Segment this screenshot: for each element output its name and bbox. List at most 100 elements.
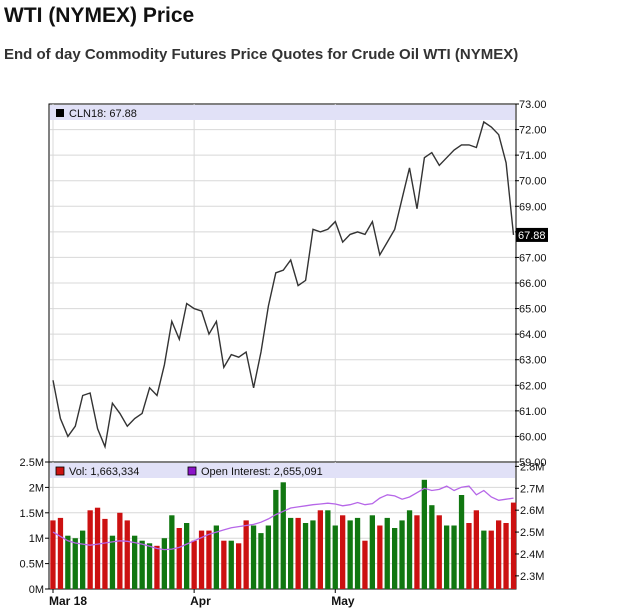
volume-bar [117, 512, 123, 589]
price-y-tick-label: 64.00 [519, 329, 547, 341]
price-panel: CLN18: 67.88 73.0072.0071.0070.0069.0068… [48, 99, 548, 469]
volume-bar [325, 510, 331, 589]
volume-bar [288, 517, 294, 589]
last-value-marker [516, 227, 548, 242]
volume-bar [50, 520, 56, 589]
price-y-tick-label: 69.00 [519, 201, 547, 213]
volume-bar [124, 520, 130, 589]
volume-bar [488, 530, 494, 589]
volume-bar [444, 525, 450, 589]
volume-y-axis-right: 2.8M 2.7M 2.6M 2.5M 2.4M 2.3M [515, 461, 544, 583]
volume-bar [414, 515, 420, 589]
volume-bar [191, 540, 197, 589]
volume-bar [161, 538, 167, 589]
volume-bar [466, 523, 472, 589]
volume-y-tick-label: 0M [29, 584, 44, 596]
price-grid [50, 104, 515, 462]
volume-y-tick-label: 1M [29, 533, 44, 545]
volume-bar [362, 540, 368, 589]
volume-bar [310, 520, 316, 589]
volume-bar [94, 507, 101, 589]
x-tick-label: May [331, 594, 355, 608]
volume-y-tick-label: 2.5M [20, 457, 44, 469]
volume-bar [458, 495, 465, 589]
volume-panel: Vol: 1,663,334 Open Interest: 2,655,091 … [20, 457, 545, 608]
volume-bar [236, 543, 242, 589]
volume-bar [384, 517, 390, 589]
vol-legend-swatch [55, 466, 65, 476]
volume-bar [154, 545, 160, 589]
volume-bar [392, 528, 398, 589]
oi-y-tick-label: 2.6M [520, 505, 544, 517]
volume-y-tick-label: 2M [29, 482, 44, 494]
volume-bar [421, 479, 427, 589]
volume-bar [340, 515, 346, 589]
price-legend-band [50, 105, 515, 120]
volume-bar [57, 517, 64, 589]
x-tick-label: Apr [190, 594, 211, 608]
volume-bar [221, 540, 227, 589]
x-axis: Mar 18 Apr May [49, 589, 355, 608]
price-y-tick-label: 65.00 [519, 304, 547, 316]
price-y-tick-label: 66.00 [519, 278, 547, 290]
volume-bar [258, 533, 264, 589]
volume-bar [87, 510, 93, 589]
price-y-tick-label: 61.00 [519, 406, 547, 418]
volume-bar [80, 530, 86, 589]
volume-bars [50, 479, 517, 589]
price-y-tick-label: 67.00 [519, 252, 547, 264]
volume-bar [280, 482, 286, 589]
volume-bar [510, 502, 517, 589]
volume-bar [295, 517, 301, 589]
oi-legend-swatch [187, 466, 197, 476]
volume-legend-band [50, 463, 515, 478]
price-series-line [52, 120, 515, 450]
volume-bar [354, 517, 361, 589]
price-y-tick-label: 59.00 [519, 457, 547, 469]
x-tick-label: Mar 18 [49, 594, 87, 608]
price-legend-label: CLN18: 67.88 [69, 108, 137, 120]
price-legend-swatch [56, 109, 64, 117]
volume-bar [243, 520, 249, 589]
price-y-tick-label: 60.00 [519, 431, 547, 443]
volume-bar [496, 520, 502, 589]
oi-y-tick-label: 2.4M [520, 549, 544, 561]
volume-bar [206, 530, 212, 589]
volume-bar [228, 540, 234, 589]
oi-y-tick-label: 2.8M [520, 461, 544, 473]
volume-bar [429, 505, 435, 589]
volume-bar [139, 540, 145, 589]
price-y-tick-label: 70.00 [519, 176, 547, 188]
volume-bar [399, 520, 405, 589]
volume-bar [317, 510, 323, 589]
price-y-tick-label: 73.00 [519, 99, 547, 111]
volume-bar [176, 528, 182, 589]
vol-legend-label: Vol: 1,663,334 [69, 466, 139, 478]
volume-bar [451, 525, 457, 589]
volume-bar [481, 530, 487, 589]
price-y-tick-label: 63.00 [519, 355, 547, 367]
volume-y-tick-label: 0.5M [20, 559, 44, 571]
volume-bar [265, 525, 271, 589]
volume-bar [332, 525, 338, 589]
volume-bar [369, 515, 375, 589]
volume-bar [65, 535, 71, 589]
page-subtitle: End of day Commodity Futures Price Quote… [4, 46, 519, 63]
price-y-tick-label: 71.00 [519, 150, 547, 162]
volume-bar [406, 510, 413, 589]
volume-bar [184, 523, 190, 589]
oi-legend-label: Open Interest: 2,655,091 [201, 466, 323, 478]
volume-bar [302, 523, 309, 589]
volume-bar [436, 515, 442, 589]
volume-bar [109, 535, 116, 589]
oi-y-tick-label: 2.5M [520, 527, 544, 539]
open-interest-line [52, 485, 514, 551]
last-value-label: 67.88 [518, 230, 546, 242]
volume-bar [473, 510, 479, 589]
volume-bar [213, 525, 219, 589]
volume-bar [503, 523, 509, 589]
volume-bar [72, 538, 78, 589]
page-title: WTI (NYMEX) Price [4, 4, 195, 27]
volume-bar [146, 543, 153, 589]
